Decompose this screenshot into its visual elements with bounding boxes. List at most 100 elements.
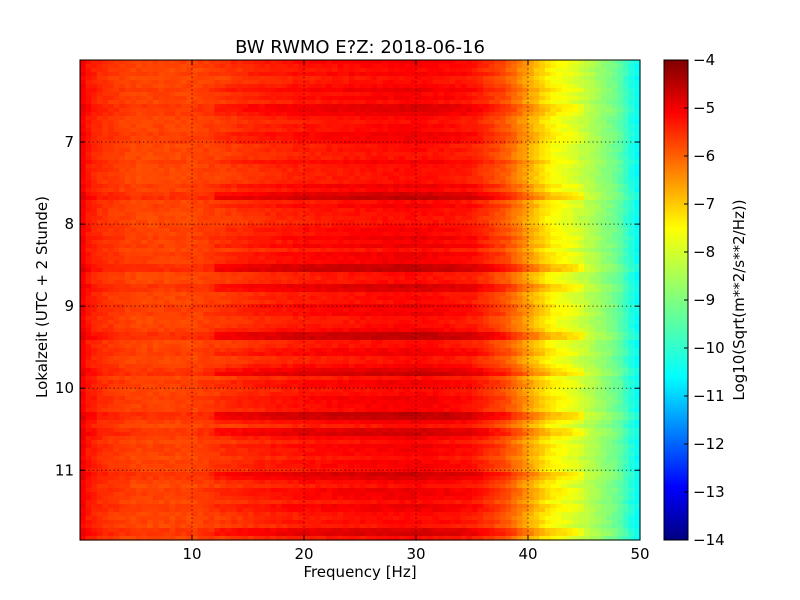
heatmap-cell — [214, 120, 221, 125]
heatmap-cell — [298, 92, 305, 97]
heatmap-cell — [208, 76, 215, 81]
heatmap-cell — [505, 224, 512, 229]
heatmap-cell — [488, 64, 495, 69]
heatmap-cell — [477, 88, 484, 93]
heatmap-cell — [326, 112, 333, 117]
heatmap-cell — [477, 140, 484, 145]
heatmap-cell — [124, 60, 131, 65]
heatmap-cell — [466, 216, 473, 221]
heatmap-cell — [119, 136, 126, 141]
heatmap-cell — [388, 172, 395, 177]
heatmap-cell — [528, 180, 535, 185]
heatmap-cell — [449, 164, 456, 169]
heatmap-cell — [270, 104, 277, 109]
heatmap-cell — [444, 196, 451, 201]
heatmap-cell — [360, 144, 367, 149]
heatmap-cell — [449, 148, 456, 153]
heatmap-cell — [634, 204, 641, 209]
heatmap-cell — [410, 128, 417, 133]
heatmap-cell — [572, 212, 579, 217]
heatmap-cell — [203, 100, 210, 105]
heatmap-cell — [533, 180, 540, 185]
heatmap-cell — [432, 212, 439, 217]
heatmap-cell — [169, 112, 176, 117]
heatmap-cell — [276, 164, 283, 169]
heatmap-cell — [164, 96, 171, 101]
heatmap-cell — [152, 104, 159, 109]
heatmap-cell — [427, 164, 434, 169]
heatmap-cell — [483, 168, 490, 173]
heatmap-cell — [617, 72, 624, 77]
heatmap-cell — [522, 120, 529, 125]
heatmap-cell — [488, 180, 495, 185]
heatmap-cell — [539, 136, 546, 141]
heatmap-cell — [550, 180, 557, 185]
heatmap-cell — [455, 148, 462, 153]
heatmap-cell — [231, 116, 238, 121]
heatmap-cell — [164, 76, 171, 81]
heatmap-cell — [337, 252, 344, 257]
heatmap-cell — [488, 128, 495, 133]
heatmap-cell — [113, 132, 120, 137]
heatmap-cell — [169, 80, 176, 85]
heatmap-cell — [102, 228, 109, 233]
heatmap-cell — [528, 124, 535, 129]
heatmap-cell — [332, 136, 339, 141]
heatmap-cell — [298, 244, 305, 249]
heatmap-cell — [388, 116, 395, 121]
heatmap-cell — [365, 184, 372, 189]
heatmap-cell — [141, 236, 148, 241]
heatmap-cell — [102, 172, 109, 177]
heatmap-cell — [556, 136, 563, 141]
heatmap-cell — [460, 164, 467, 169]
heatmap-cell — [404, 148, 411, 153]
heatmap-cell — [488, 152, 495, 157]
heatmap-cell — [270, 208, 277, 213]
heatmap-cell — [164, 204, 171, 209]
heatmap-cell — [192, 184, 199, 189]
heatmap-cell — [220, 124, 227, 129]
heatmap-cell — [483, 64, 490, 69]
heatmap-cell — [281, 60, 288, 65]
heatmap-cell — [147, 112, 154, 117]
heatmap-cell — [203, 236, 210, 241]
heatmap-cell — [567, 76, 574, 81]
heatmap-cell — [85, 220, 92, 225]
heatmap-cell — [567, 192, 574, 197]
heatmap-cell — [567, 112, 574, 117]
heatmap-cell — [80, 80, 87, 85]
heatmap-cell — [264, 240, 271, 245]
heatmap-cell — [600, 216, 607, 221]
heatmap-cell — [612, 120, 619, 125]
heatmap-cell — [589, 96, 596, 101]
heatmap-cell — [584, 256, 591, 261]
heatmap-cell — [360, 196, 367, 201]
heatmap-cell — [130, 160, 137, 165]
heatmap-cell — [432, 108, 439, 113]
heatmap-cell — [231, 256, 238, 261]
heatmap-cell — [494, 80, 501, 85]
heatmap-cell — [612, 236, 619, 241]
heatmap-cell — [197, 168, 204, 173]
heatmap-cell — [85, 180, 92, 185]
heatmap-cell — [158, 220, 165, 225]
heatmap-cell — [438, 116, 445, 121]
heatmap-cell — [533, 68, 540, 73]
heatmap-cell — [432, 104, 439, 109]
heatmap-cell — [348, 172, 355, 177]
heatmap-cell — [208, 216, 215, 221]
heatmap-cell — [634, 188, 641, 193]
heatmap-cell — [483, 236, 490, 241]
heatmap-cell — [500, 80, 507, 85]
heatmap-cell — [528, 92, 535, 97]
heatmap-cell — [253, 208, 260, 213]
heatmap-cell — [124, 140, 131, 145]
heatmap-cell — [208, 212, 215, 217]
heatmap-cell — [259, 60, 266, 65]
heatmap-cell — [488, 80, 495, 85]
heatmap-cell — [180, 212, 187, 217]
heatmap-cell — [113, 104, 120, 109]
heatmap-cell — [264, 232, 271, 237]
heatmap-cell — [108, 92, 115, 97]
heatmap-cell — [292, 220, 299, 225]
